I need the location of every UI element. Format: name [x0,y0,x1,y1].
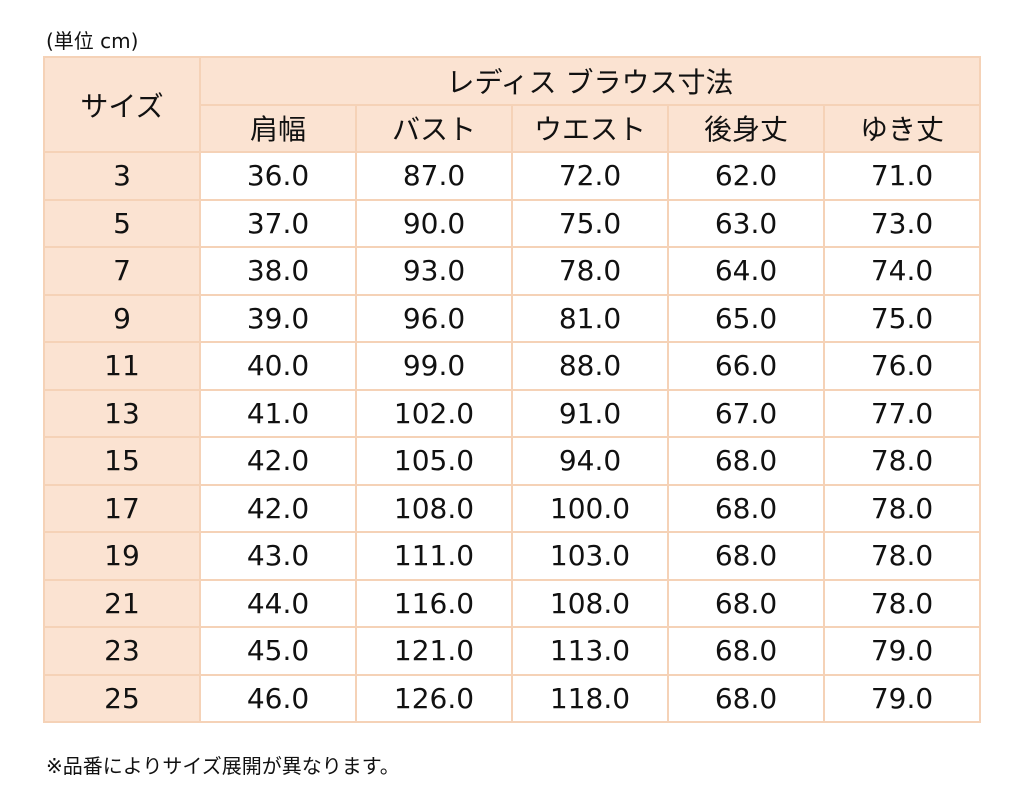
cell-shoulder: 41.0 [199,388,357,438]
size-cell: 5 [43,198,201,248]
table-row: 5 37.0 90.0 75.0 63.0 73.0 [43,198,981,248]
cell-sleeve-length: 76.0 [823,341,981,391]
size-cell: 9 [43,293,201,343]
table-row: 15 42.0 105.0 94.0 68.0 78.0 [43,436,981,486]
cell-sleeve-length: 79.0 [823,673,981,723]
cell-sleeve-length: 78.0 [823,483,981,533]
cell-bust: 96.0 [355,293,513,343]
cell-back-length: 67.0 [667,388,825,438]
cell-waist: 81.0 [511,293,669,343]
table-row: 11 40.0 99.0 88.0 66.0 76.0 [43,341,981,391]
cell-back-length: 65.0 [667,293,825,343]
column-header-back-length: 後身丈 [667,103,825,153]
table-row: 21 44.0 116.0 108.0 68.0 78.0 [43,578,981,628]
cell-sleeve-length: 75.0 [823,293,981,343]
footnote: ※品番によりサイズ展開が異なります。 [46,754,400,778]
size-cell: 19 [43,531,201,581]
cell-shoulder: 44.0 [199,578,357,628]
size-cell: 7 [43,246,201,296]
size-cell: 25 [43,673,201,723]
cell-waist: 72.0 [511,151,669,201]
cell-back-length: 68.0 [667,673,825,723]
cell-back-length: 68.0 [667,626,825,676]
table-row: 13 41.0 102.0 91.0 67.0 77.0 [43,388,981,438]
cell-bust: 99.0 [355,341,513,391]
size-table: サイズ レディス ブラウス寸法 肩幅 バスト ウエスト 後身丈 ゆき丈 3 36.… [43,56,981,723]
table-row: 9 39.0 96.0 81.0 65.0 75.0 [43,293,981,343]
cell-sleeve-length: 71.0 [823,151,981,201]
size-cell: 13 [43,388,201,438]
table-body: 3 36.0 87.0 72.0 62.0 71.0 5 37.0 90.0 75.0 63.0 73… [43,151,981,723]
cell-back-length: 66.0 [667,341,825,391]
cell-waist: 118.0 [511,673,669,723]
unit-note: (単位 cm) [46,29,139,53]
size-cell: 23 [43,626,201,676]
table-title: レディス ブラウス寸法 [199,56,981,106]
cell-back-length: 68.0 [667,436,825,486]
cell-waist: 100.0 [511,483,669,533]
cell-bust: 116.0 [355,578,513,628]
cell-waist: 94.0 [511,436,669,486]
cell-shoulder: 42.0 [199,436,357,486]
cell-shoulder: 46.0 [199,673,357,723]
cell-shoulder: 42.0 [199,483,357,533]
cell-bust: 126.0 [355,673,513,723]
column-header-waist: ウエスト [511,103,669,153]
table-row: 25 46.0 126.0 118.0 68.0 79.0 [43,673,981,723]
cell-bust: 121.0 [355,626,513,676]
cell-shoulder: 40.0 [199,341,357,391]
cell-waist: 108.0 [511,578,669,628]
cell-back-length: 68.0 [667,531,825,581]
cell-shoulder: 37.0 [199,198,357,248]
cell-bust: 90.0 [355,198,513,248]
cell-bust: 111.0 [355,531,513,581]
cell-back-length: 68.0 [667,578,825,628]
cell-sleeve-length: 78.0 [823,436,981,486]
cell-bust: 108.0 [355,483,513,533]
size-cell: 11 [43,341,201,391]
cell-waist: 78.0 [511,246,669,296]
table-row: 23 45.0 121.0 113.0 68.0 79.0 [43,626,981,676]
cell-back-length: 63.0 [667,198,825,248]
column-header-sleeve-length: ゆき丈 [823,103,981,153]
cell-shoulder: 36.0 [199,151,357,201]
table-row: 7 38.0 93.0 78.0 64.0 74.0 [43,246,981,296]
cell-shoulder: 45.0 [199,626,357,676]
size-cell: 17 [43,483,201,533]
cell-sleeve-length: 78.0 [823,578,981,628]
column-header-bust: バスト [355,103,513,153]
header-row-columns: 肩幅 バスト ウエスト 後身丈 ゆき丈 [44,103,981,153]
size-cell: 15 [43,436,201,486]
size-column-header: サイズ [43,56,201,153]
cell-sleeve-length: 78.0 [823,531,981,581]
cell-shoulder: 39.0 [199,293,357,343]
cell-sleeve-length: 79.0 [823,626,981,676]
cell-waist: 75.0 [511,198,669,248]
cell-back-length: 64.0 [667,246,825,296]
cell-back-length: 62.0 [667,151,825,201]
cell-bust: 87.0 [355,151,513,201]
cell-bust: 105.0 [355,436,513,486]
cell-waist: 113.0 [511,626,669,676]
size-cell: 21 [43,578,201,628]
cell-bust: 93.0 [355,246,513,296]
cell-waist: 88.0 [511,341,669,391]
cell-waist: 91.0 [511,388,669,438]
column-header-shoulder: 肩幅 [199,103,357,153]
table-row: 3 36.0 87.0 72.0 62.0 71.0 [43,151,981,201]
cell-back-length: 68.0 [667,483,825,533]
cell-sleeve-length: 77.0 [823,388,981,438]
cell-waist: 103.0 [511,531,669,581]
cell-bust: 102.0 [355,388,513,438]
header-row-top: サイズ レディス ブラウス寸法 [43,56,981,153]
cell-sleeve-length: 73.0 [823,198,981,248]
size-cell: 3 [43,151,201,201]
cell-shoulder: 38.0 [199,246,357,296]
cell-sleeve-length: 74.0 [823,246,981,296]
table-row: 17 42.0 108.0 100.0 68.0 78.0 [43,483,981,533]
table-row: 19 43.0 111.0 103.0 68.0 78.0 [43,531,981,581]
cell-shoulder: 43.0 [199,531,357,581]
